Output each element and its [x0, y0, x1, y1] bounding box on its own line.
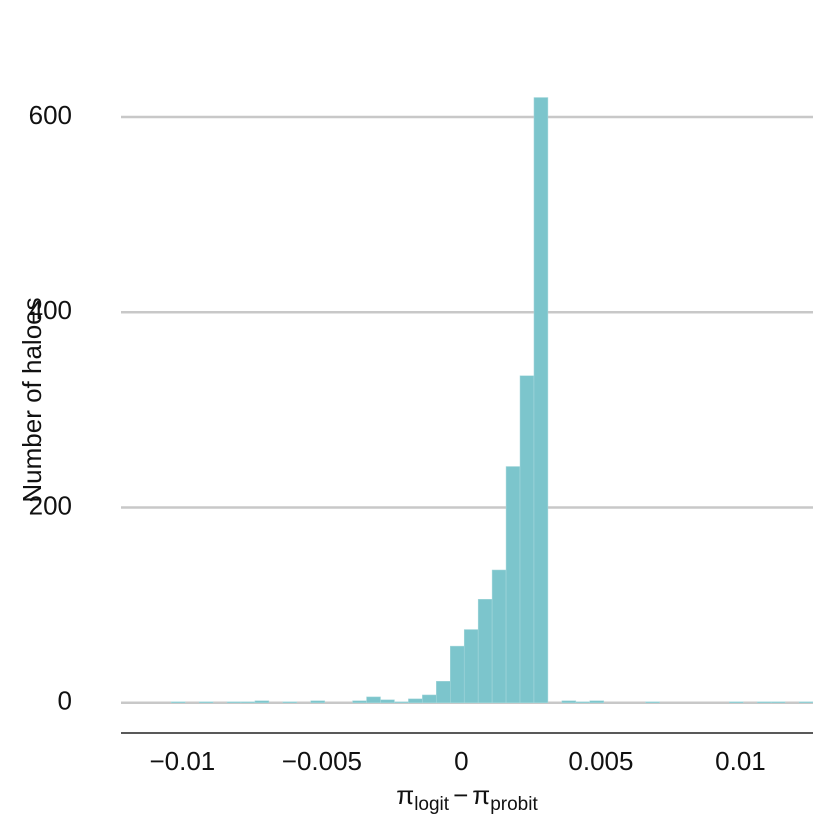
bar	[450, 645, 465, 703]
bar	[519, 375, 535, 703]
bar	[645, 701, 660, 703]
y-tick-label: 400	[29, 295, 72, 325]
bar	[756, 701, 772, 703]
bar	[533, 97, 549, 703]
bar	[575, 701, 591, 703]
y-tick-label: 600	[29, 100, 72, 130]
bar	[352, 700, 367, 703]
bar	[477, 599, 493, 703]
x-label-part: logit	[414, 794, 450, 815]
bar	[282, 701, 298, 703]
bar	[436, 681, 451, 703]
bar	[505, 466, 521, 703]
y-axis-label: Number of haloes	[17, 297, 47, 502]
bar	[170, 701, 186, 703]
x-tick-label: −0.01	[149, 746, 215, 776]
bar	[770, 701, 786, 703]
x-label-part: probit	[490, 794, 538, 815]
bar	[561, 700, 577, 703]
y-tick-label: 200	[29, 490, 72, 520]
bar	[463, 629, 479, 703]
x-tick-label: −0.005	[282, 746, 362, 776]
bar	[380, 699, 395, 703]
bar	[729, 701, 744, 703]
bar	[240, 701, 256, 703]
x-label-part: −	[453, 780, 468, 810]
bar	[408, 698, 423, 703]
bar	[798, 701, 813, 703]
bar	[366, 696, 381, 703]
x-axis-label: πlogit − πprobit	[396, 780, 538, 815]
bar	[310, 700, 325, 703]
x-tick-label: 0	[454, 746, 468, 776]
y-tick-label: 0	[58, 686, 72, 716]
x-tick-label: 0.01	[715, 746, 766, 776]
bar	[254, 700, 270, 703]
bar	[589, 700, 604, 703]
bar	[491, 569, 507, 703]
bar	[422, 694, 437, 703]
x-tick-label: 0.005	[568, 746, 633, 776]
bar	[226, 701, 242, 703]
x-label-part: π	[396, 780, 414, 810]
bar	[198, 701, 214, 703]
x-label-part: π	[472, 780, 490, 810]
bar	[394, 701, 409, 703]
